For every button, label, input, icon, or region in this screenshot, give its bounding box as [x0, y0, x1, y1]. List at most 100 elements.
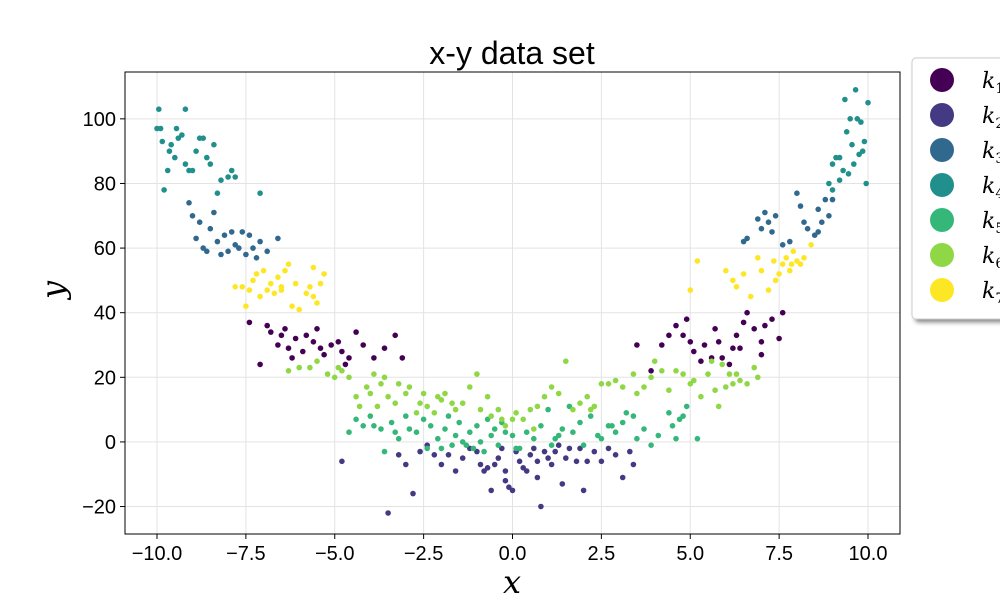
data-point-k5 [587, 413, 594, 419]
y-tick-label: 0 [105, 432, 116, 454]
data-point-k1 [758, 339, 765, 345]
data-point-k4 [172, 154, 178, 161]
data-point-k5 [395, 435, 402, 442]
data-point-k5 [392, 429, 399, 436]
data-point-k5 [669, 423, 676, 429]
data-point-k6 [751, 364, 757, 371]
data-point-k1 [285, 345, 292, 352]
data-point-k7 [278, 287, 285, 293]
data-point-k5 [463, 442, 470, 449]
data-point-k2 [541, 448, 548, 455]
data-point-k4 [157, 125, 164, 132]
data-point-k3 [779, 242, 786, 248]
data-point-k6 [339, 368, 345, 374]
data-point-k5 [474, 423, 480, 429]
data-point-k2 [502, 477, 509, 484]
data-point-k3 [236, 245, 242, 251]
data-point-k2 [563, 455, 569, 461]
data-point-k5 [491, 426, 498, 432]
data-point-k1 [246, 319, 253, 326]
data-point-k7 [755, 254, 761, 261]
x-tick-label: −2.5 [404, 543, 443, 565]
data-point-k1 [289, 355, 295, 361]
y-tick-label: −20 [82, 497, 116, 519]
data-point-k4 [218, 177, 224, 183]
legend-marker-k5 [930, 208, 954, 232]
data-point-k6 [346, 374, 352, 381]
data-point-k5 [449, 442, 455, 449]
data-point-k3 [755, 216, 761, 222]
data-point-k4 [166, 148, 173, 154]
data-point-k4 [861, 138, 868, 145]
data-point-k3 [794, 190, 800, 196]
data-point-k3 [811, 232, 818, 238]
data-point-k6 [520, 416, 526, 423]
x-tick-label: 7.5 [765, 543, 793, 565]
data-point-k6 [680, 371, 686, 377]
data-point-k3 [758, 225, 765, 232]
data-point-k3 [275, 235, 281, 242]
data-point-k6 [719, 361, 725, 368]
data-point-k6 [534, 403, 541, 410]
data-point-k3 [257, 238, 263, 245]
data-point-k5 [420, 416, 427, 423]
data-point-k6 [509, 416, 516, 423]
x-tick-label: 5.0 [676, 543, 704, 565]
data-point-k1 [328, 342, 335, 348]
data-point-k5 [666, 410, 672, 416]
data-point-k4 [849, 141, 855, 148]
data-point-k5 [559, 426, 566, 432]
data-point-k2 [410, 490, 416, 497]
data-point-k5 [523, 429, 530, 436]
data-point-k4 [204, 154, 210, 161]
data-point-k1 [683, 316, 690, 323]
data-point-k6 [513, 410, 519, 416]
data-point-k4 [211, 141, 217, 148]
data-point-k6 [563, 358, 569, 365]
data-point-k7 [779, 261, 786, 268]
data-point-k7 [801, 254, 807, 261]
data-point-k5 [456, 419, 463, 426]
data-point-k6 [285, 368, 292, 374]
data-point-k1 [776, 335, 782, 342]
data-point-k6 [691, 377, 697, 384]
data-point-k2 [612, 452, 619, 458]
data-point-k1 [673, 322, 679, 329]
legend-label-k5: k5 [982, 209, 1000, 237]
data-point-k5 [435, 435, 441, 442]
data-point-k6 [744, 381, 750, 387]
data-point-k2 [630, 461, 637, 468]
data-point-k1 [268, 329, 274, 335]
data-point-k6 [659, 368, 665, 374]
legend-marker-k3 [930, 138, 954, 162]
data-point-k6 [605, 381, 612, 387]
data-point-k7 [285, 261, 292, 268]
data-point-k6 [392, 400, 399, 407]
data-point-k7 [794, 258, 800, 264]
data-point-k7 [771, 258, 777, 264]
data-point-k6 [555, 390, 562, 397]
data-point-k4 [225, 174, 231, 180]
data-point-k6 [619, 384, 626, 390]
data-point-k5 [427, 423, 434, 429]
data-point-k4 [852, 87, 859, 93]
data-point-k1 [744, 309, 750, 316]
chart-title: x-y data set [429, 35, 595, 71]
data-point-k6 [591, 403, 598, 410]
data-point-k4 [156, 106, 162, 112]
data-point-k3 [769, 229, 775, 235]
data-point-k5 [381, 448, 388, 455]
data-point-k7 [747, 293, 754, 300]
legend: k1 k2 k3 k4 k5 k6 k7 [911, 57, 1000, 320]
data-point-k1 [282, 326, 288, 332]
data-point-k6 [420, 390, 427, 397]
data-point-k1 [342, 361, 349, 368]
data-point-k5 [388, 419, 395, 426]
data-point-k5 [367, 413, 374, 419]
data-point-k6 [531, 426, 537, 432]
data-point-k1 [292, 335, 299, 342]
data-point-k2 [452, 468, 459, 474]
data-point-k6 [648, 374, 654, 381]
data-point-k6 [548, 384, 555, 390]
data-point-k6 [598, 381, 605, 387]
